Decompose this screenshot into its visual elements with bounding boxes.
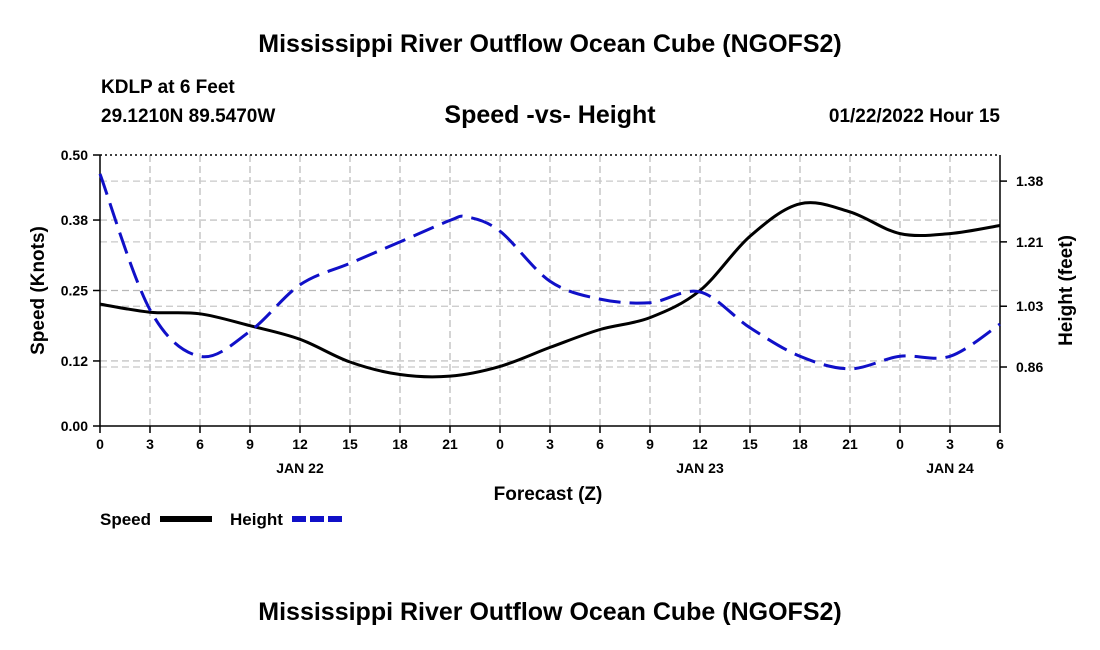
bottom-chart-title: Mississippi River Outflow Ocean Cube (NG…: [258, 598, 842, 626]
x-tick-label: 3: [146, 436, 154, 452]
x-tick-label: 9: [646, 436, 654, 452]
left-axis-title: Speed (Knots): [28, 226, 49, 355]
right-y-tick-label: 0.86: [1016, 359, 1043, 375]
left-y-tick-label: 0.00: [61, 418, 88, 434]
x-tick-label: 15: [342, 436, 358, 452]
left-y-tick-label: 0.38: [61, 212, 88, 228]
chart-title: Mississippi River Outflow Ocean Cube (NG…: [258, 30, 842, 58]
x-date-label: JAN 24: [926, 460, 974, 476]
x-tick-label: 15: [742, 436, 758, 452]
height-series-line: [98, 173, 1001, 371]
x-tick-label: 6: [996, 436, 1004, 452]
x-tick-label: 6: [596, 436, 604, 452]
forecast-datetime: 01/22/2022 Hour 15: [828, 106, 1000, 127]
station-label: KDLP at 6 Feet: [101, 77, 235, 98]
x-date-label: JAN 23: [676, 460, 724, 476]
x-tick-label: 9: [246, 436, 254, 452]
left-y-tick-label: 0.25: [61, 283, 88, 299]
legend-label-speed: Speed: [100, 510, 151, 529]
x-tick-label: 0: [96, 436, 104, 452]
x-tick-label: 18: [792, 436, 808, 452]
x-tick-label: 18: [392, 436, 408, 452]
coordinates-label: 29.1210N 89.5470W: [101, 106, 276, 127]
left-y-tick-label: 0.12: [61, 353, 88, 369]
legend-label-height: Height: [230, 510, 283, 529]
x-tick-label: 3: [546, 436, 554, 452]
x-tick-label: 12: [292, 436, 308, 452]
x-tick-label: 0: [496, 436, 504, 452]
left-y-tick-label: 0.50: [61, 147, 88, 163]
right-y-tick-label: 1.38: [1016, 173, 1043, 189]
x-tick-label: 6: [196, 436, 204, 452]
speed-series-line: [99, 201, 1001, 379]
right-axis-title: Height (feet): [1056, 235, 1077, 346]
chart-subtitle: Speed -vs- Height: [444, 101, 656, 129]
x-tick-label: 21: [842, 436, 858, 452]
x-tick-label: 21: [442, 436, 458, 452]
x-tick-label: 0: [896, 436, 904, 452]
right-y-tick-label: 1.03: [1016, 298, 1043, 314]
x-tick-label: 12: [692, 436, 708, 452]
right-y-tick-label: 1.21: [1016, 234, 1043, 250]
x-axis-title: Forecast (Z): [494, 484, 603, 505]
x-tick-label: 3: [946, 436, 954, 452]
x-date-label: JAN 22: [276, 460, 324, 476]
